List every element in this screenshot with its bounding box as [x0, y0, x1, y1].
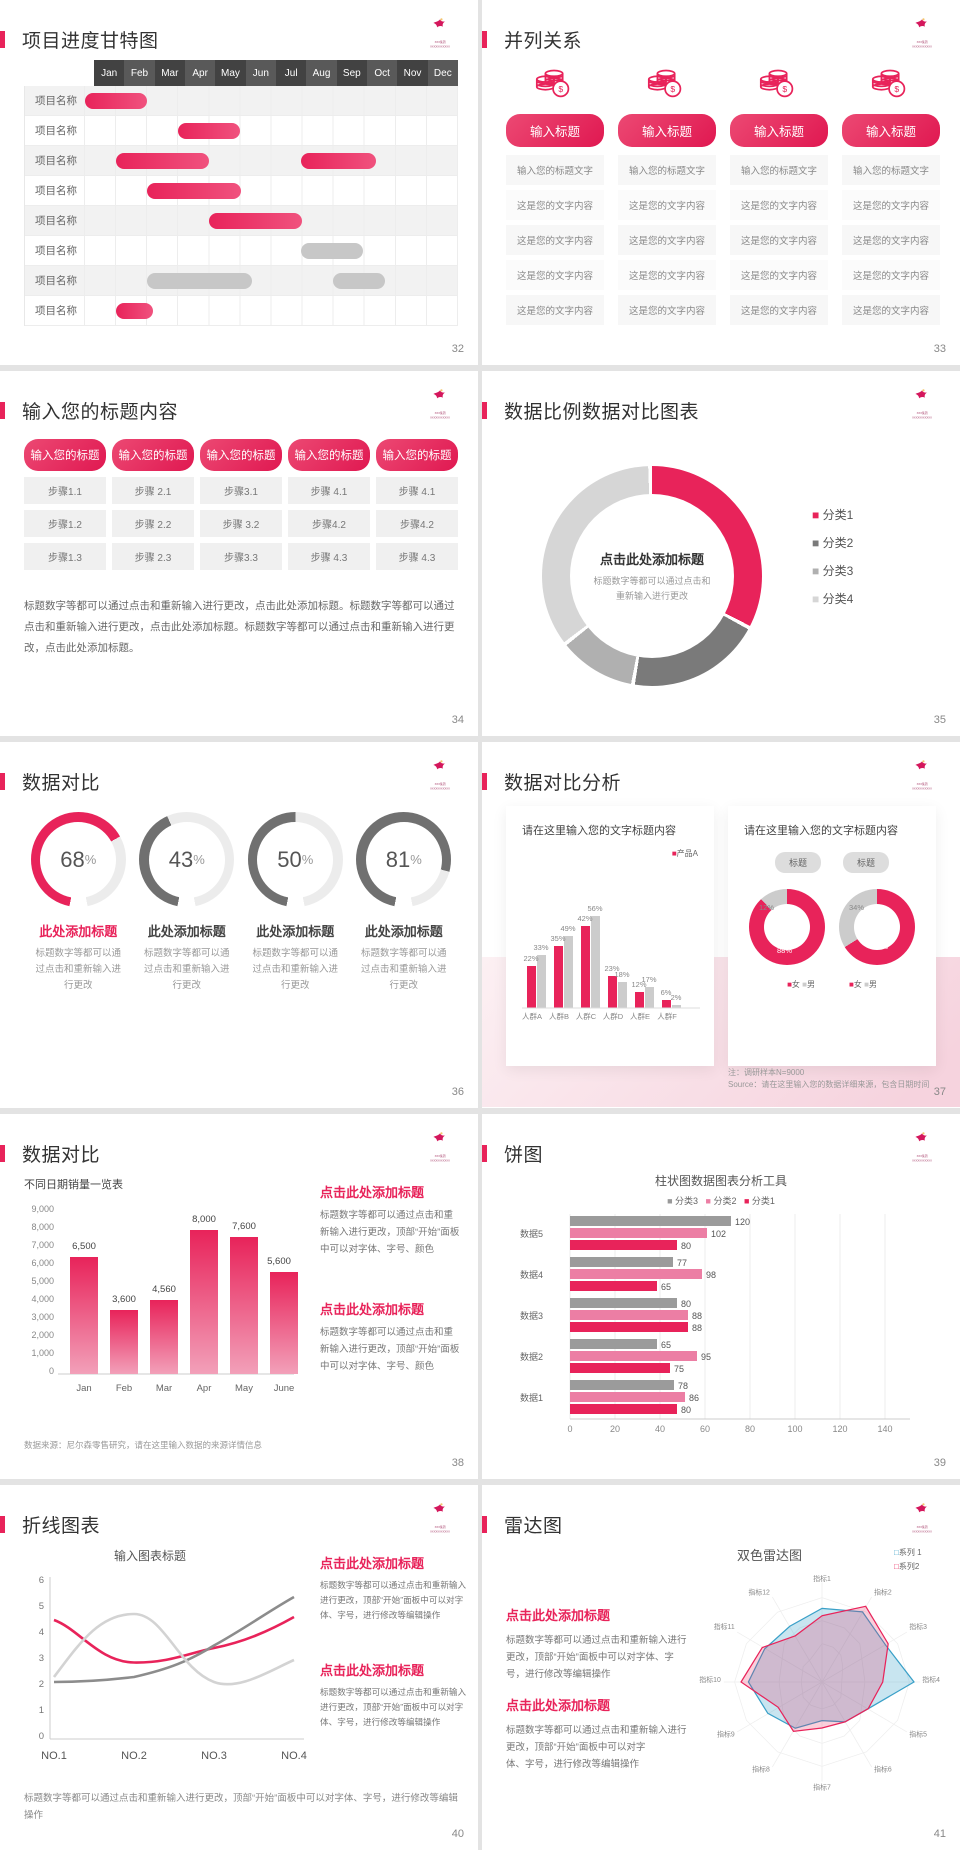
svg-text:65: 65 — [661, 1282, 671, 1292]
svg-text:NO.2: NO.2 — [121, 1750, 147, 1762]
svg-text:102: 102 — [711, 1229, 726, 1239]
svg-text:20: 20 — [610, 1424, 620, 1434]
svg-text:3: 3 — [39, 1653, 44, 1664]
svg-text:指标3: 指标3 — [909, 1622, 927, 1631]
svg-text:4: 4 — [39, 1627, 44, 1638]
svg-text:指标7: 指标7 — [813, 1782, 831, 1791]
svg-text:0: 0 — [49, 1366, 54, 1376]
svg-text:2,000: 2,000 — [31, 1330, 54, 1340]
svg-text:42%: 42% — [577, 914, 592, 923]
svg-text:100: 100 — [787, 1424, 802, 1434]
svg-text:8,000: 8,000 — [192, 1214, 216, 1225]
svg-text:95: 95 — [701, 1352, 711, 1362]
svg-text:NO.1: NO.1 — [41, 1750, 67, 1762]
svg-text:22%: 22% — [523, 954, 538, 963]
svg-text:数据3: 数据3 — [520, 1310, 543, 1321]
svg-text:9,000: 9,000 — [31, 1204, 54, 1214]
svg-text:指标2: 指标2 — [874, 1587, 892, 1596]
svg-text:6: 6 — [39, 1575, 44, 1586]
svg-text:3,000: 3,000 — [31, 1312, 54, 1322]
svg-text:17%: 17% — [641, 975, 656, 984]
svg-text:86: 86 — [689, 1393, 699, 1403]
svg-text:140: 140 — [877, 1424, 892, 1434]
svg-text:指标1: 指标1 — [813, 1574, 831, 1583]
svg-text:NO.3: NO.3 — [201, 1750, 227, 1762]
svg-text:7,000: 7,000 — [31, 1240, 54, 1250]
svg-text:1,000: 1,000 — [31, 1348, 54, 1358]
svg-text:人群D: 人群D — [603, 1011, 624, 1021]
svg-text:33%: 33% — [533, 943, 548, 952]
svg-text:120: 120 — [735, 1217, 750, 1227]
svg-text:人群C: 人群C — [576, 1011, 597, 1021]
svg-text:5,600: 5,600 — [267, 1256, 291, 1267]
svg-text:Mar: Mar — [156, 1383, 172, 1394]
svg-text:NO.4: NO.4 — [281, 1750, 307, 1762]
svg-text:Jan: Jan — [76, 1383, 91, 1394]
svg-text:0: 0 — [567, 1424, 572, 1434]
svg-text:May: May — [235, 1383, 253, 1394]
svg-text:$: $ — [670, 84, 675, 94]
svg-text:数据5: 数据5 — [520, 1228, 543, 1239]
svg-text:指标11: 指标11 — [714, 1622, 735, 1631]
svg-text:98: 98 — [706, 1270, 716, 1280]
svg-text:77: 77 — [677, 1258, 687, 1268]
svg-text:4,560: 4,560 — [152, 1284, 176, 1295]
svg-text:2%: 2% — [671, 993, 682, 1002]
svg-text:$: $ — [782, 84, 787, 94]
svg-text:49%: 49% — [560, 924, 575, 933]
svg-text:80: 80 — [681, 1299, 691, 1309]
svg-text:3,600: 3,600 — [112, 1294, 136, 1305]
svg-text:80: 80 — [681, 1405, 691, 1415]
svg-text:人群F: 人群F — [657, 1011, 677, 1021]
svg-text:人群B: 人群B — [549, 1011, 569, 1021]
svg-text:指标9: 指标9 — [717, 1729, 735, 1738]
svg-text:Apr: Apr — [197, 1383, 212, 1394]
svg-text:6,500: 6,500 — [72, 1241, 96, 1252]
svg-text:0: 0 — [39, 1731, 44, 1742]
svg-text:数据1: 数据1 — [520, 1392, 543, 1403]
svg-text:指标6: 指标6 — [874, 1764, 892, 1773]
svg-text:80: 80 — [745, 1424, 755, 1434]
svg-text:8,000: 8,000 — [31, 1222, 54, 1232]
svg-text:Feb: Feb — [116, 1383, 132, 1394]
svg-text:2: 2 — [39, 1679, 44, 1690]
svg-text:指标12: 指标12 — [748, 1587, 770, 1596]
svg-text:指标4: 指标4 — [922, 1675, 940, 1684]
svg-text:5,000: 5,000 — [31, 1276, 54, 1286]
svg-text:40: 40 — [655, 1424, 665, 1434]
svg-text:18%: 18% — [614, 970, 629, 979]
svg-text:88: 88 — [692, 1311, 702, 1321]
svg-text:88: 88 — [692, 1323, 702, 1333]
svg-text:指标10: 指标10 — [699, 1675, 721, 1684]
svg-text:指标5: 指标5 — [909, 1729, 927, 1738]
svg-text:$: $ — [558, 84, 563, 94]
svg-text:56%: 56% — [587, 904, 602, 913]
svg-text:人群E: 人群E — [630, 1011, 650, 1021]
svg-text:60: 60 — [700, 1424, 710, 1434]
svg-text:80: 80 — [681, 1241, 691, 1251]
svg-text:78: 78 — [678, 1381, 688, 1391]
svg-text:$: $ — [894, 84, 899, 94]
svg-text:数据4: 数据4 — [520, 1269, 543, 1280]
svg-text:35%: 35% — [550, 934, 565, 943]
svg-text:6,000: 6,000 — [31, 1258, 54, 1268]
svg-text:75: 75 — [674, 1364, 684, 1374]
svg-text:数据2: 数据2 — [520, 1351, 543, 1362]
svg-text:4,000: 4,000 — [31, 1294, 54, 1304]
svg-text:5: 5 — [39, 1601, 44, 1612]
svg-text:65: 65 — [661, 1340, 671, 1350]
svg-text:7,600: 7,600 — [232, 1221, 256, 1232]
svg-text:120: 120 — [832, 1424, 847, 1434]
svg-text:June: June — [274, 1383, 295, 1394]
svg-text:指标8: 指标8 — [752, 1764, 770, 1773]
svg-text:1: 1 — [39, 1705, 44, 1716]
svg-text:人群A: 人群A — [522, 1011, 542, 1021]
